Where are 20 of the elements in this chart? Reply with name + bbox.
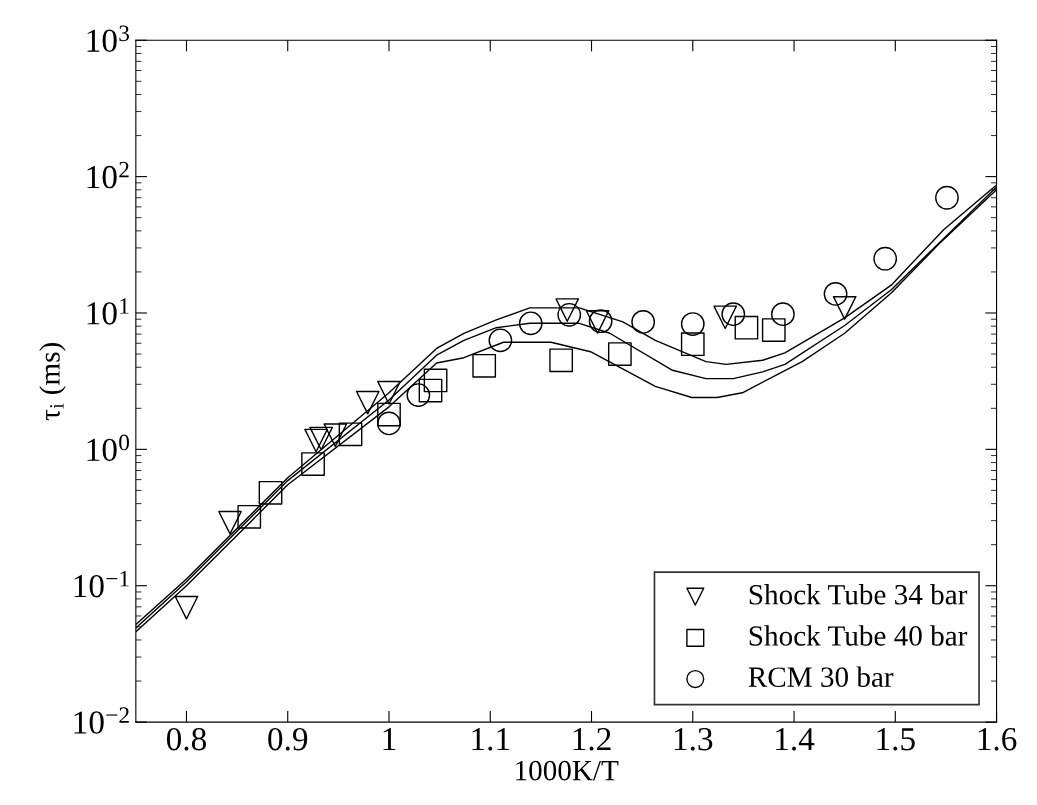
y-tick-label: 10$^{−2}$	[74, 707, 129, 734]
x-axis-title: 1000K/T	[516, 760, 619, 781]
x-tick-label: 1.4	[776, 728, 815, 751]
legend-label: Shock Tube 40 bar	[749, 625, 968, 646]
y-tick-label: 10$^{2}$	[87, 161, 129, 189]
x-tick-label: 1.2	[573, 728, 611, 751]
y-tick-label: 10$^{−1}$	[74, 570, 129, 598]
x-tick-label: 1	[383, 728, 396, 751]
x-tick-label: 1.5	[877, 728, 915, 751]
x-tick-label: 1.6	[978, 728, 1017, 751]
x-tick-label: 0.9	[268, 727, 308, 751]
y-tick-label: 10$^{1}$	[87, 298, 129, 325]
y-tick-label: 10$^{3}$	[87, 25, 130, 52]
y-axis-title: τ$_{i}$ (ms)	[39, 343, 66, 421]
legend-label: Shock Tube 34 bar	[749, 584, 968, 605]
x-tick-label: 1.3	[674, 728, 713, 751]
x-tick-label: 0.8	[166, 727, 207, 751]
y-tick-label: 10$^{0}$	[87, 434, 130, 462]
x-tick-label: 1.1	[472, 728, 510, 751]
legend-label: RCM 30 bar	[748, 666, 894, 687]
